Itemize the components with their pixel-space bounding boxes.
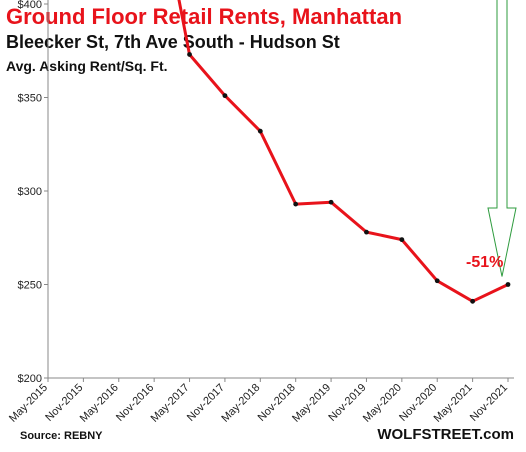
y-axis-label: Avg. Asking Rent/Sq. Ft. [6, 58, 168, 74]
data-point [257, 128, 263, 134]
y-tick-label: $200 [18, 373, 42, 385]
series-line [177, 0, 509, 303]
percent-change-annotation: -51% [466, 254, 504, 271]
chart-title: Ground Floor Retail Rents, Manhattan [6, 4, 403, 29]
data-point [187, 52, 192, 57]
data-point [470, 298, 476, 304]
x-tick-label: May-2017 [149, 382, 192, 425]
data-point [328, 199, 334, 205]
x-tick-label: May-2019 [290, 382, 333, 425]
data-point [293, 201, 299, 207]
data-point [505, 282, 511, 287]
y-tick-label: $300 [18, 186, 42, 198]
data-point [434, 278, 440, 284]
x-tick-label: May-2018 [219, 382, 262, 425]
x-tick-label: Nov-2021 [468, 382, 510, 424]
y-tick-label: $400 [18, 0, 42, 11]
x-tick-label: May-2015 [7, 382, 50, 425]
data-point [399, 237, 405, 243]
brand-logo-text: WOLFSTREET.com [377, 426, 514, 443]
y-tick-label: $250 [18, 280, 42, 292]
x-tick-label: May-2020 [361, 382, 404, 425]
decline-arrow [487, 0, 517, 277]
x-tick-label: May-2016 [78, 382, 121, 425]
chart-subtitle: Bleecker St, 7th Ave South - Hudson St [6, 32, 340, 52]
x-tick-label: May-2021 [432, 382, 475, 425]
data-point [222, 93, 228, 99]
y-tick-label: $350 [18, 93, 42, 105]
data-point [364, 229, 369, 235]
source-note: Source: REBNY [20, 430, 103, 442]
